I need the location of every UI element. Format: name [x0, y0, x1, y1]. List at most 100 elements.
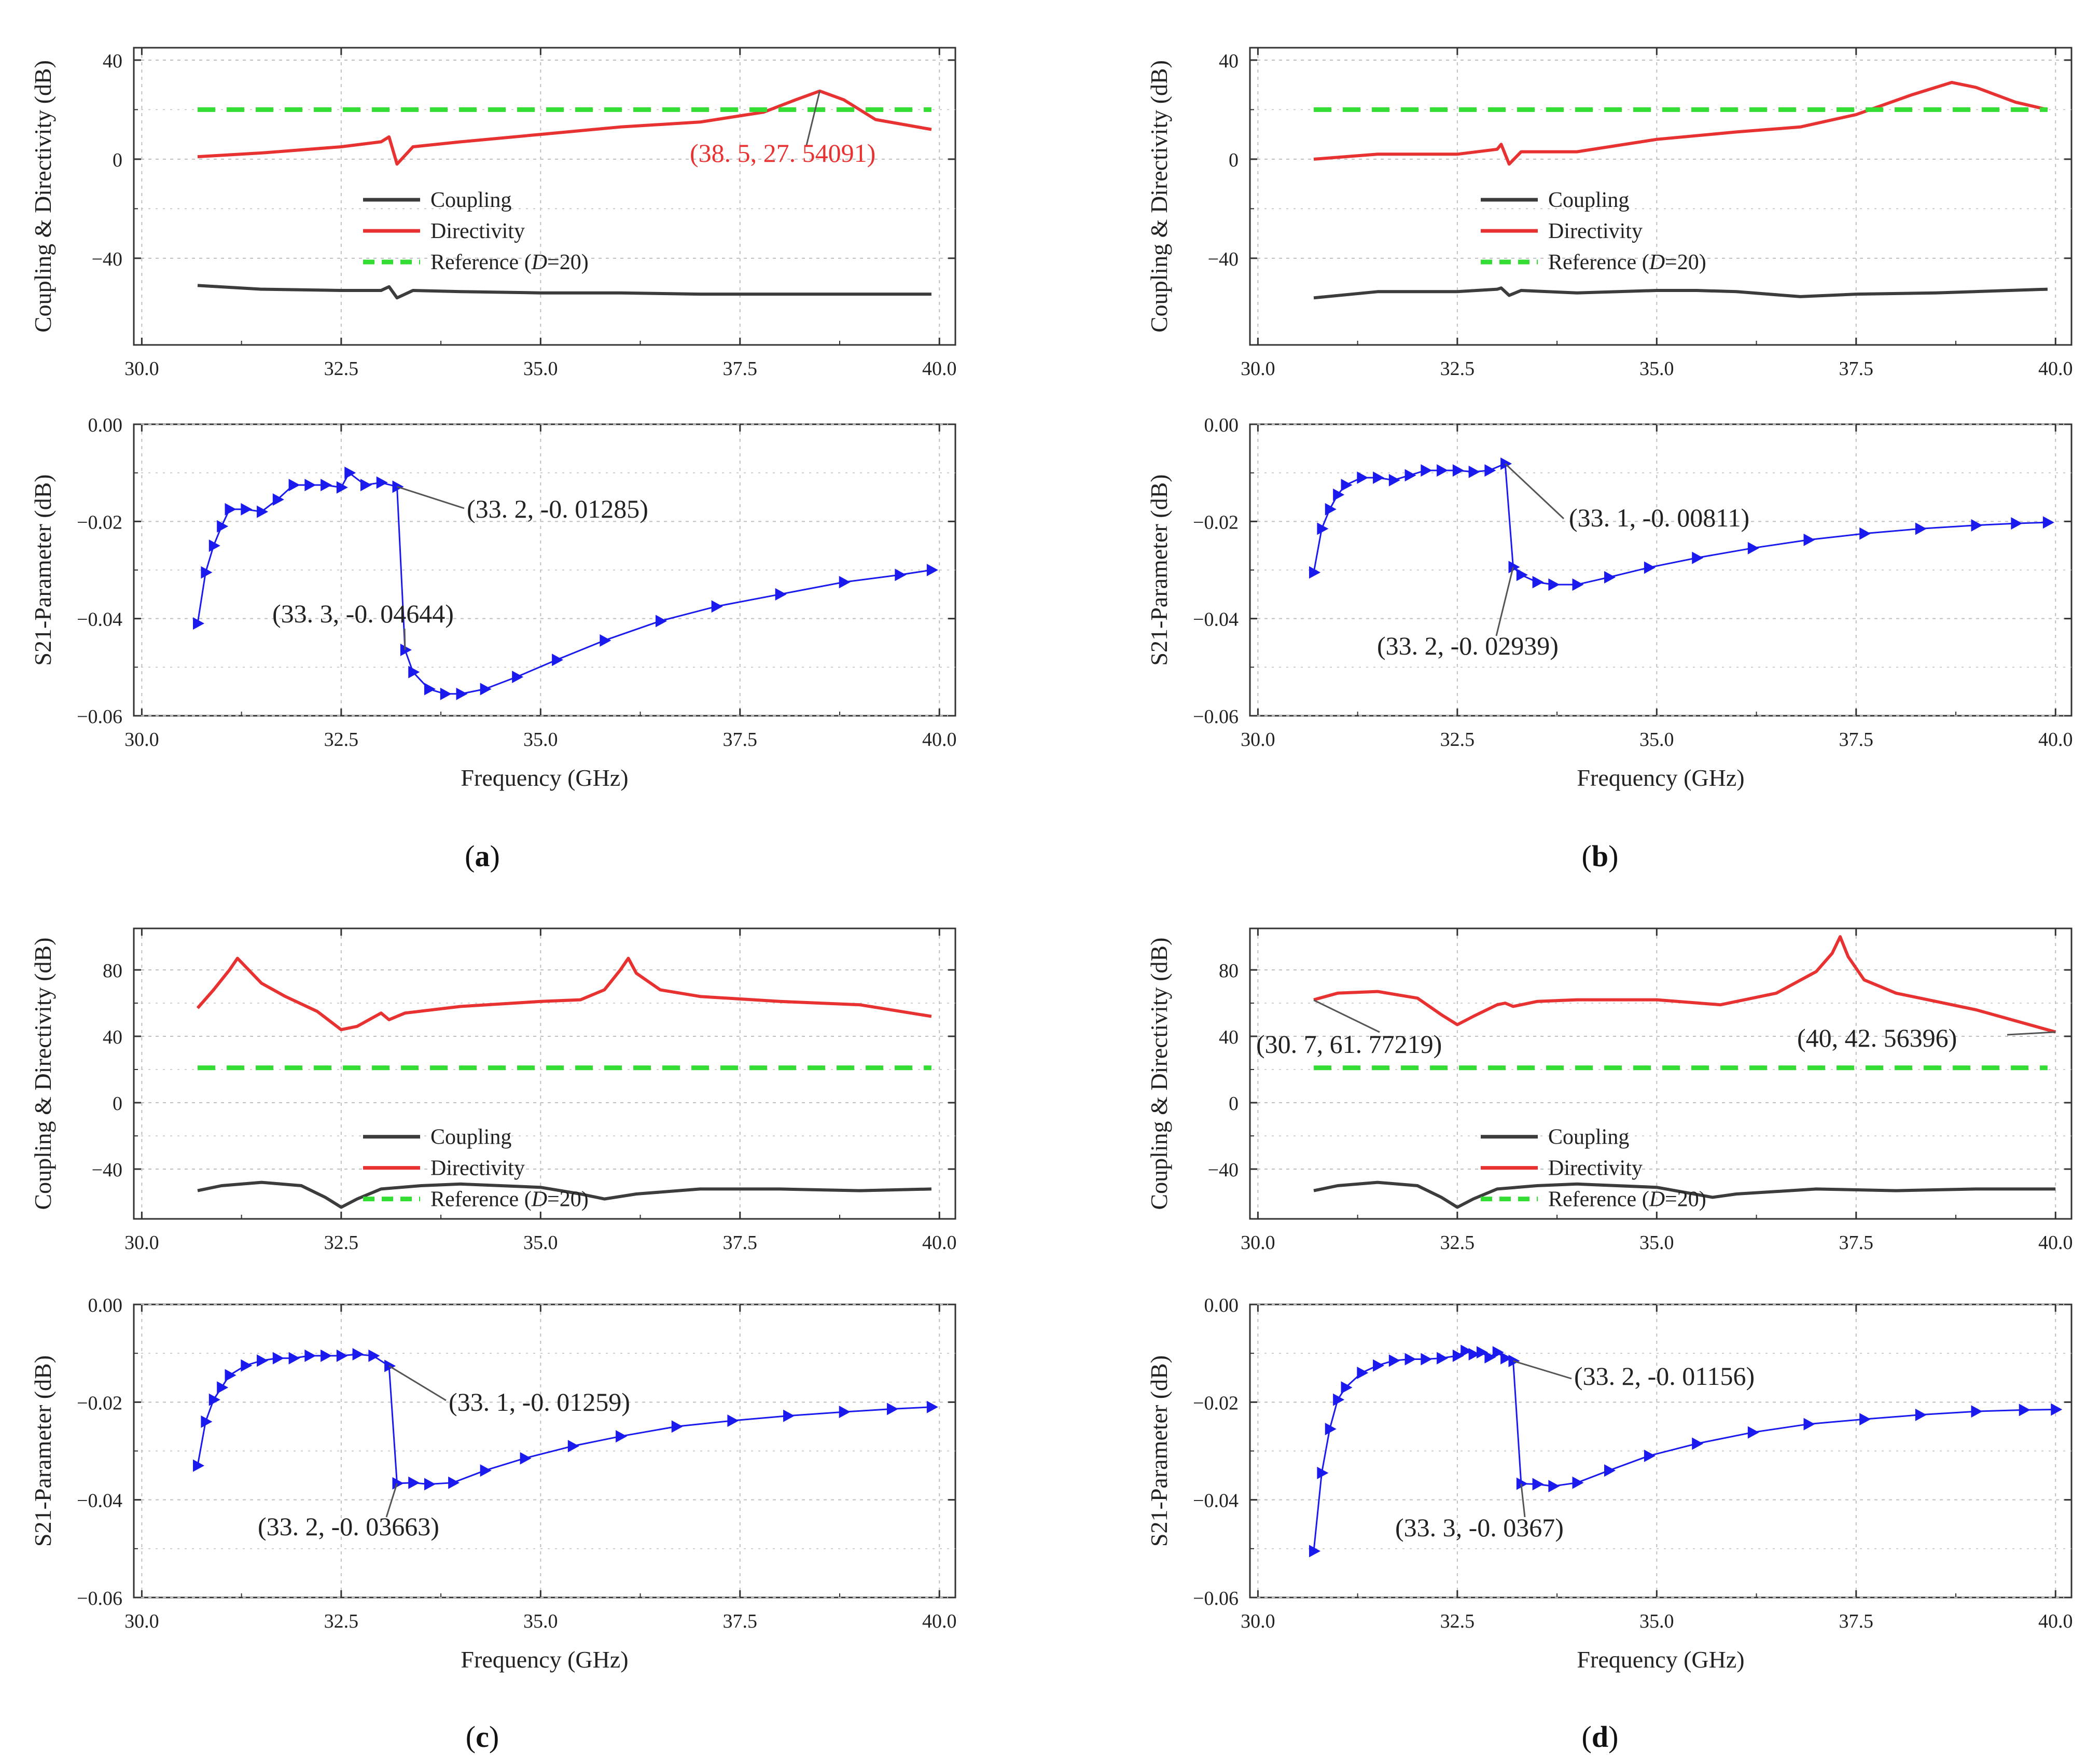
x-tick-label: 35.0 — [523, 729, 558, 751]
s21-marker — [839, 1406, 851, 1419]
s21-marker — [671, 1420, 683, 1433]
y-tick-label: −0.02 — [77, 511, 122, 533]
x-tick-label: 32.5 — [324, 1232, 359, 1254]
plot-frame — [1249, 47, 2073, 346]
chart-d-coupling-directivity: 30.0 32.5 35.0 37.5 40.0 −40 0 40 80 Coupling & D… — [1146, 927, 2073, 1254]
series-line-coupling — [197, 1180, 931, 1209]
s21-marker — [1915, 1408, 1927, 1421]
s21-marker — [376, 476, 388, 489]
y-tick-label: 0 — [113, 149, 122, 171]
annotation-label: (40, 42. 56396) — [1797, 1023, 1957, 1052]
s21-marker — [1333, 488, 1345, 501]
y-tick-label: 0 — [1229, 149, 1239, 171]
annotation-label: (33. 2, -0. 01156) — [1574, 1362, 1755, 1391]
x-axis-label: Frequency (GHz) — [1577, 765, 1744, 791]
y-tick-label: −40 — [92, 1159, 122, 1181]
s21-marker — [1532, 576, 1544, 589]
s21-marker — [711, 600, 723, 613]
x-tick-label: 37.5 — [1839, 1610, 1874, 1632]
plot-area — [1309, 1344, 2063, 1558]
y-tick-label: −0.04 — [1193, 609, 1239, 631]
chart-d-s21: 30.0 32.5 35.0 37.5 40.0 0.00 −0.02 −0.04 −0.06 S… — [1146, 1295, 2073, 1673]
x-tick-label: 40.0 — [2038, 729, 2073, 751]
s21-marker — [336, 481, 348, 494]
series-line-directivity — [1313, 80, 2048, 166]
legend-label-directivity: Directivity — [430, 219, 525, 243]
s21-marker — [1971, 1405, 1983, 1418]
panel-label: (c) — [466, 1720, 499, 1754]
s21-marker — [567, 1440, 579, 1453]
series-line-directivity — [1313, 935, 2056, 1034]
s21-marker — [352, 1348, 364, 1361]
y-axis-label: Coupling & Directivity (dB) — [30, 937, 56, 1210]
s21-marker — [480, 1464, 492, 1477]
s21-marker — [360, 479, 372, 492]
s21-marker — [1317, 522, 1329, 535]
s21-marker — [288, 1352, 300, 1365]
x-tick-label: 40.0 — [922, 729, 957, 751]
x-tick-label: 37.5 — [723, 1610, 758, 1632]
panel-label-open: ( — [465, 839, 475, 873]
x-tick-label: 32.5 — [1440, 358, 1475, 380]
panel-label-letter: a — [475, 839, 490, 873]
s21-marker — [655, 615, 667, 628]
s21-marker — [304, 1349, 316, 1362]
panel-label: (a) — [465, 839, 500, 873]
x-tick-label: 37.5 — [723, 358, 758, 380]
s21-marker — [257, 1354, 269, 1367]
s21-marker — [336, 1349, 348, 1362]
y-tick-label: 0 — [1229, 1093, 1239, 1115]
s21-marker — [1532, 1478, 1544, 1491]
s21-marker — [1644, 561, 1656, 574]
s21-marker — [193, 1459, 205, 1472]
plot-frame — [1249, 927, 2073, 1220]
x-tick-label: 30.0 — [124, 1232, 159, 1254]
plot-area — [196, 956, 932, 1209]
x-tick-label: 40.0 — [2038, 1610, 2073, 1632]
s21-marker — [1437, 464, 1449, 477]
legend-label-directivity: Directivity — [430, 1157, 525, 1180]
s21-marker — [440, 687, 452, 700]
s21-marker — [1317, 1466, 1329, 1479]
x-tick-label: 32.5 — [1440, 1232, 1475, 1254]
s21-marker — [1572, 578, 1584, 591]
plot-area — [1313, 935, 2056, 1209]
x-axis-label: Frequency (GHz) — [461, 765, 628, 791]
s21-marker — [1461, 1344, 1472, 1357]
x-tick-label: 30.0 — [124, 729, 159, 751]
legend-label-reference: Reference (D=20) — [430, 1188, 589, 1212]
y-tick-label: 40 — [103, 1026, 122, 1048]
panel-label-close: ) — [489, 1720, 499, 1754]
s21-marker — [2042, 516, 2054, 529]
s21-marker — [217, 520, 229, 533]
y-axis-label: Coupling & Directivity (dB) — [30, 60, 56, 332]
s21-marker — [1341, 479, 1353, 492]
x-axis-label: Frequency (GHz) — [1577, 1646, 1744, 1673]
s21-marker — [225, 1369, 237, 1382]
s21-marker — [1516, 1477, 1528, 1490]
legend-ref-suffix: =20) — [1665, 251, 1706, 274]
s21-marker — [1341, 1381, 1353, 1394]
s21-marker — [1548, 1480, 1560, 1493]
s21-marker — [1468, 1348, 1480, 1361]
legend-ref-prefix: Reference ( — [1548, 251, 1649, 274]
legend-ref-prefix: Reference ( — [430, 1188, 532, 1212]
s21-marker — [480, 683, 492, 696]
s21-marker — [1421, 464, 1433, 477]
s21-marker — [1325, 503, 1337, 516]
x-tick-label: 32.5 — [324, 729, 359, 751]
legend-ref-prefix: Reference ( — [1548, 1188, 1649, 1212]
s21-marker — [241, 1359, 253, 1372]
x-tick-label: 35.0 — [523, 1610, 558, 1632]
chart-b-s21: 30.0 32.5 35.0 37.5 40.0 0.00 −0.02 −0.04 −0.06 S… — [1146, 414, 2073, 791]
y-tick-label: −40 — [1208, 248, 1239, 270]
y-tick-label: 40 — [103, 50, 122, 72]
s21-marker — [1971, 519, 1983, 532]
s21-marker — [201, 1415, 213, 1428]
annotation-leader — [1505, 463, 1565, 520]
legend-ref-suffix: =20) — [547, 251, 589, 274]
x-tick-label: 35.0 — [523, 358, 558, 380]
s21-marker — [895, 568, 907, 581]
s21-marker — [839, 576, 851, 589]
s21-marker — [1548, 578, 1560, 591]
